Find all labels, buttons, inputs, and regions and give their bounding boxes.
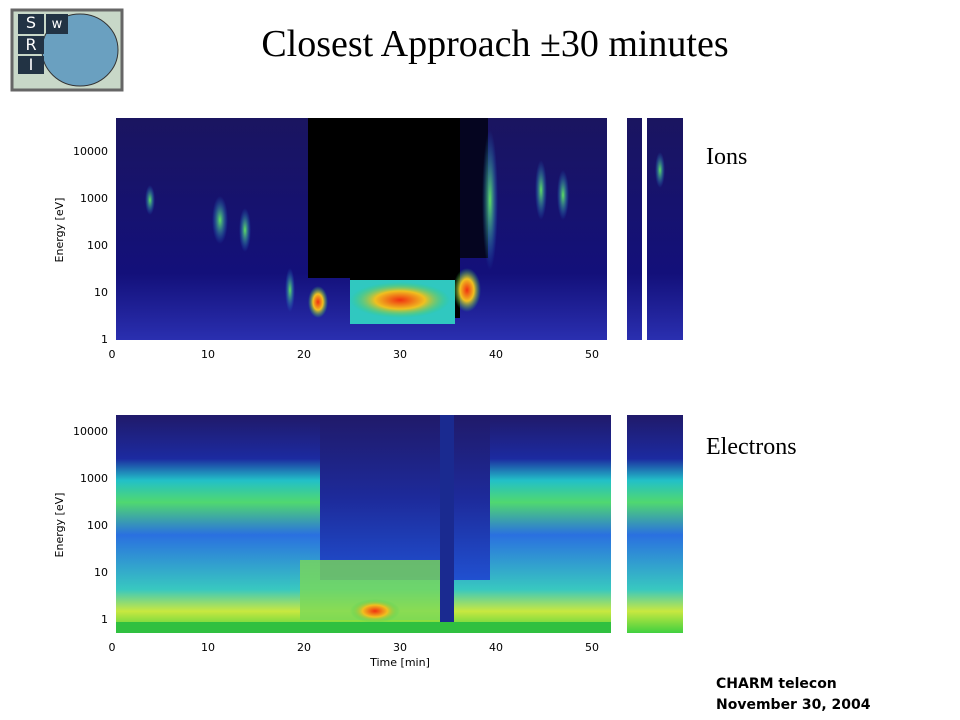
logo-letter: S (26, 13, 36, 32)
y-tick-label: 1 (101, 613, 108, 626)
y-axis-title: Energy [eV] (53, 493, 66, 558)
y-tick-label: 10000 (73, 145, 108, 158)
ion-spectrogram (116, 118, 683, 340)
panel-label: Ions (706, 144, 747, 170)
footer-line: November 30, 2004 (716, 697, 871, 713)
x-tick-label: 40 (489, 348, 503, 361)
electron-spectrogram (116, 415, 683, 633)
x-tick-label: 50 (585, 348, 599, 361)
x-tick-label: 30 (393, 641, 407, 654)
y-tick-label: 100 (87, 239, 108, 252)
x-tick-label: 10 (201, 348, 215, 361)
logo-letter: R (25, 35, 36, 54)
y-tick-label: 100 (87, 519, 108, 532)
x-tick-label: 10 (201, 641, 215, 654)
x-tick-label: 20 (297, 641, 311, 654)
x-tick-label: 0 (109, 641, 116, 654)
footer-line: CHARM telecon (716, 676, 837, 692)
slide-title: Closest Approach ±30 minutes (261, 23, 728, 65)
y-tick-label: 1000 (80, 472, 108, 485)
logo: S w R I (10, 8, 124, 92)
logo-letter: w (52, 17, 63, 32)
x-tick-label: 40 (489, 641, 503, 654)
x-axis-title: Time [min] (369, 656, 430, 669)
x-tick-label: 50 (585, 641, 599, 654)
y-tick-label: 10 (94, 566, 108, 579)
x-tick-label: 30 (393, 348, 407, 361)
panel-label: Electrons (706, 434, 797, 460)
y-tick-label: 10 (94, 286, 108, 299)
logo-letter: I (29, 55, 34, 74)
y-tick-label: 1 (101, 333, 108, 346)
y-tick-label: 1000 (80, 192, 108, 205)
y-tick-label: 10000 (73, 425, 108, 438)
y-axis-title: Energy [eV] (53, 198, 66, 263)
x-tick-label: 20 (297, 348, 311, 361)
x-tick-label: 0 (109, 348, 116, 361)
